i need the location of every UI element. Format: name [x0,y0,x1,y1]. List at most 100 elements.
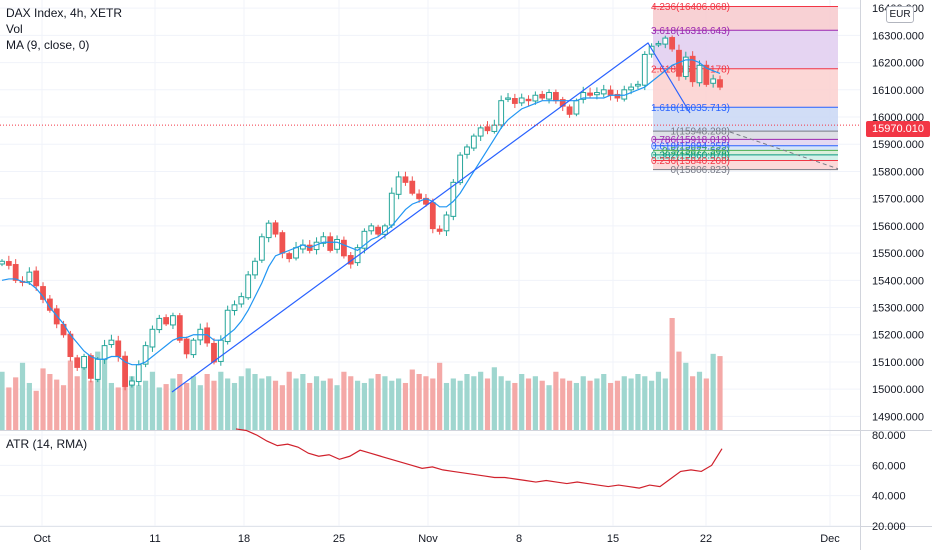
volume-bar [149,371,156,430]
candle-body [81,356,87,369]
candle-body [224,309,231,343]
ma-legend[interactable]: MA (9, close, 0) [6,38,90,52]
atr-tick: 20.000 [872,521,906,533]
volume-bar [252,374,258,430]
candle-body [190,339,197,356]
candle-body [546,92,552,100]
candle-body [265,222,272,239]
fib-dashed-trend [729,131,839,170]
candle-body [402,176,409,183]
price-tick: 15300.000 [872,303,924,315]
candle-body [628,86,635,91]
currency-button[interactable]: EUR [886,6,914,23]
candle-body [286,253,293,260]
volume-bar [361,382,368,430]
volume-bar [416,374,422,430]
volume-bar [279,385,285,430]
candle-body [231,304,238,312]
candle-body [498,100,505,126]
candle-body [341,239,347,257]
volume-bar [54,379,60,430]
fib-level-label: 0.618(15894.255) [651,141,730,152]
candle-body [580,92,587,100]
volume-bar [402,382,409,430]
volume-bar [594,378,600,430]
ma-line [1,59,721,366]
candle-body [532,94,539,102]
candle-body [539,93,546,99]
candle-body [505,97,511,100]
volume-bar [457,380,463,430]
time-tick: 25 [333,533,345,545]
candle-body [655,43,662,46]
volume-bar [621,376,627,430]
volume-bar [484,378,491,430]
volume-bar [313,376,320,430]
candle-body [477,127,484,137]
volume-bar [614,380,621,430]
price-tick: 15800.000 [872,166,924,178]
candle-body [170,315,176,326]
candle-body [395,176,402,195]
candle-body [573,100,580,115]
price-tick: 14900.000 [872,411,924,423]
volume-bar [464,374,470,430]
volume-bar [717,356,723,430]
fib-level-label: 0.382(15860.878) [651,150,730,161]
candle-body [149,328,156,348]
price-tick: 15000.000 [872,384,924,396]
candle-body [5,261,12,266]
price-tick: 15500.000 [872,248,924,260]
candle-body [635,83,641,87]
candle-body [682,56,689,77]
candle-body [669,37,676,50]
candle-body [416,193,423,200]
candle-body [470,135,477,149]
volume-bar [587,380,593,430]
time-tick: 18 [238,533,250,545]
fib-zone [653,145,838,151]
volume-bar [67,360,73,430]
volume-bar [320,380,326,430]
volume-bar [690,376,696,430]
atr-pane [0,428,860,527]
candle-body [26,271,33,283]
volume-bar [396,378,402,430]
volume-bar [409,369,415,430]
current-price-label: 15970.010 [866,121,930,137]
volume-bar [560,378,566,430]
volume-bar [635,374,641,430]
volume-bar [354,380,361,430]
fib-zone [653,150,838,155]
candle-body [183,338,190,355]
candle-body [600,89,607,95]
volume-bar [259,378,265,430]
symbol-title[interactable]: DAX Index, 4h, XETR [6,6,123,20]
volume-bar [238,376,244,430]
volume-bar [225,378,231,430]
volume-bar [505,380,511,430]
candle-body [0,260,5,265]
time-tick: Nov [418,533,438,545]
price-tick: 16100.000 [872,85,924,97]
volume-bar [423,376,429,430]
volume-bar [19,362,26,430]
atr-tick: 80.000 [872,430,906,442]
volume-bar [300,374,306,430]
candle-body [354,247,361,264]
candle-body [443,214,450,232]
candle-body [648,45,655,55]
volume-legend[interactable]: Vol [6,22,23,36]
fibonacci-extension[interactable]: 4.236(16406.068)3.618(16318.643)2.618(16… [651,2,839,176]
atr-legend[interactable]: ATR (14, RMA) [6,437,88,451]
candle-body [457,154,464,184]
fib-level-label: 0(15806.823) [671,165,731,176]
fib-zone [653,139,838,146]
candle-body [607,89,614,96]
candle-body [703,64,710,85]
volume-bar [710,353,716,430]
volume-bar [211,380,217,430]
candle-body [334,238,340,250]
candle-body [361,230,368,249]
